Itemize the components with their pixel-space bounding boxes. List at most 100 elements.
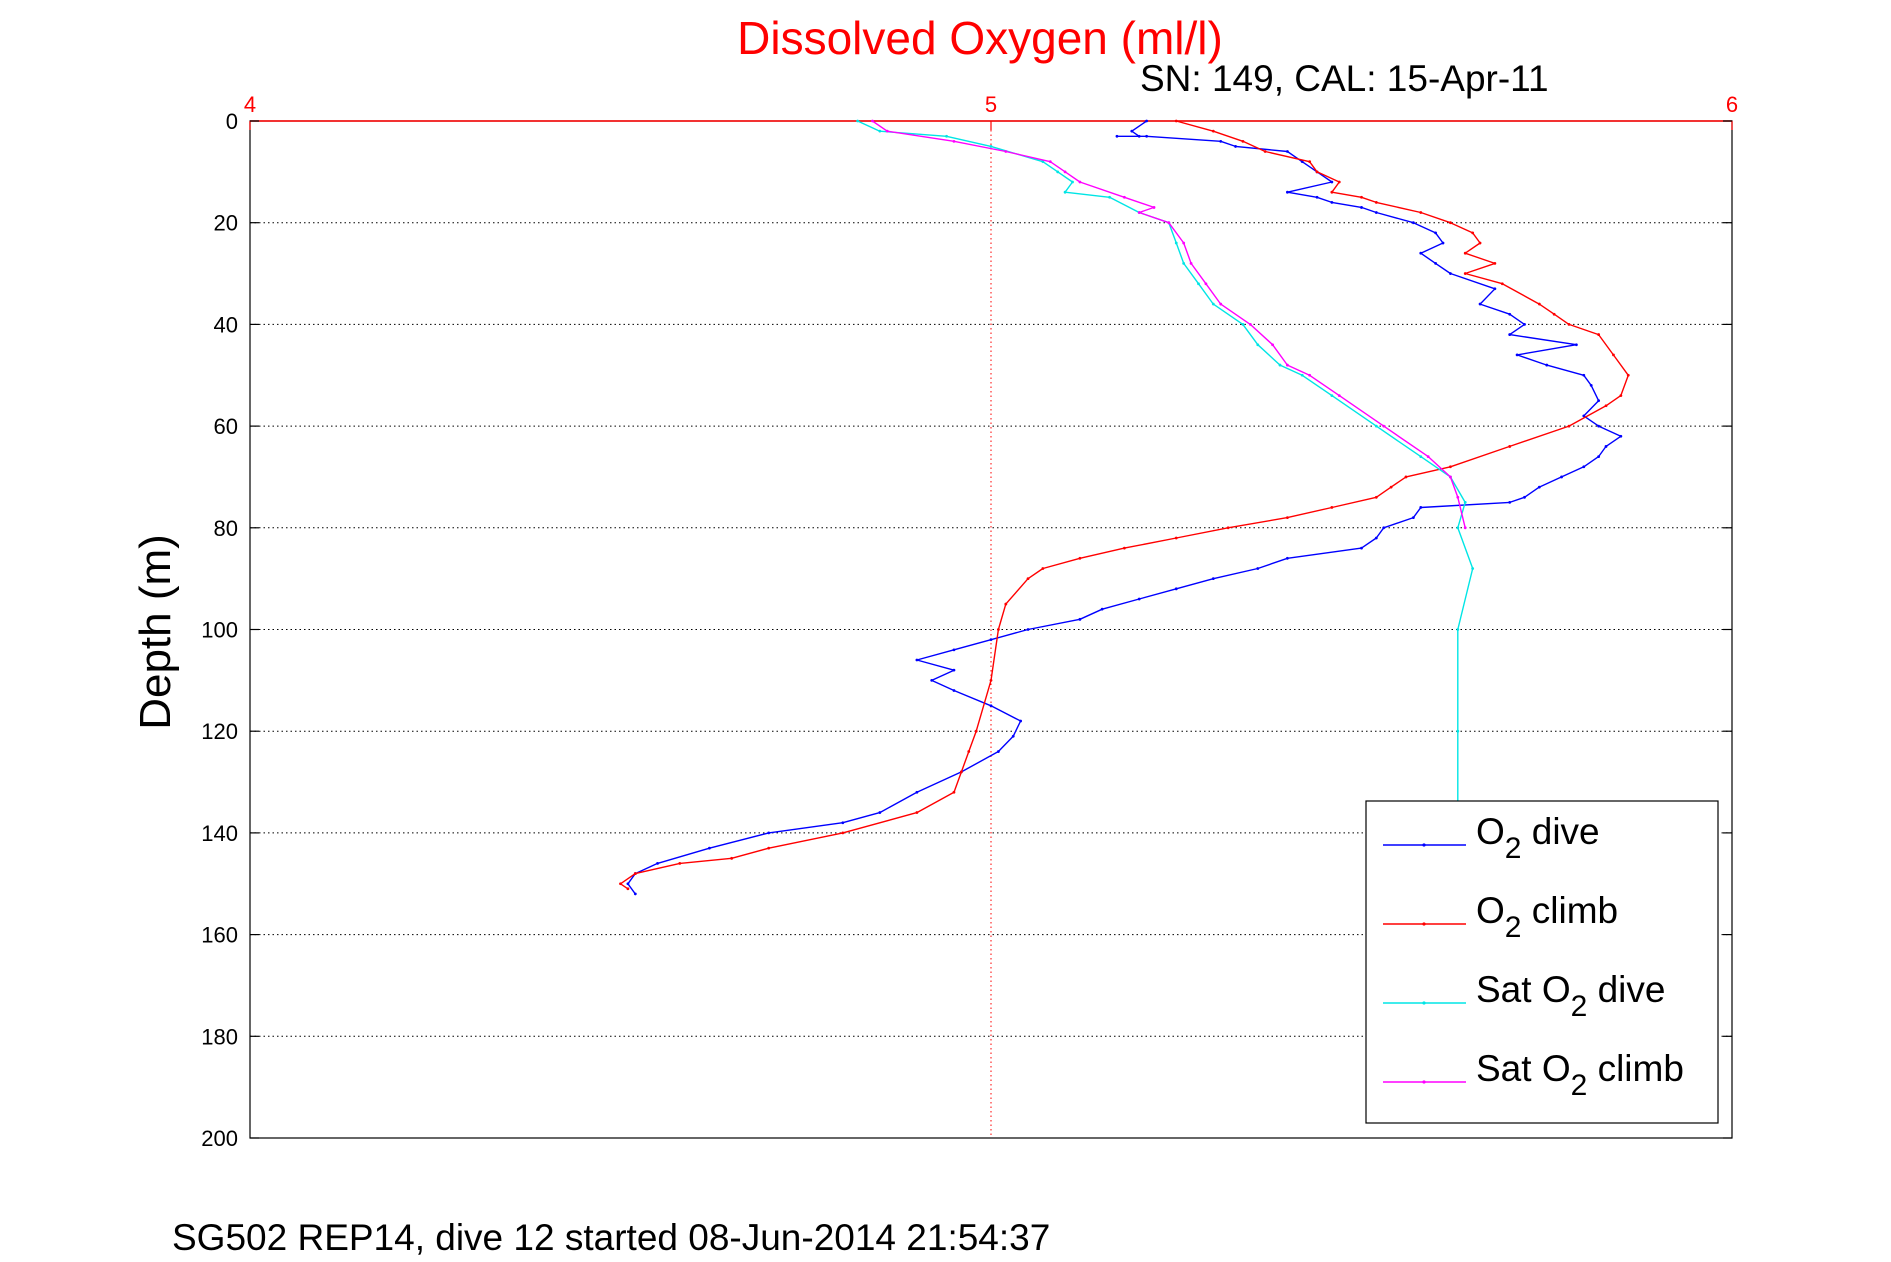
data-point	[1226, 526, 1230, 530]
data-point	[1056, 170, 1060, 174]
data-point	[989, 678, 993, 682]
data-point	[930, 678, 934, 682]
legend-label: O2 climb	[1476, 890, 1618, 944]
data-point	[1589, 384, 1593, 387]
data-point	[1182, 261, 1186, 265]
data-point	[945, 134, 948, 138]
x-tick-label: 5	[985, 92, 997, 117]
data-point	[1582, 414, 1586, 418]
y-tick-label: 100	[201, 618, 238, 643]
data-point	[1174, 119, 1178, 123]
data-point	[1560, 475, 1563, 479]
data-point	[656, 862, 659, 865]
data-point	[1604, 404, 1608, 408]
data-point	[1286, 516, 1289, 520]
data-point	[1515, 353, 1519, 357]
data-point	[1411, 221, 1415, 225]
data-point	[1552, 312, 1556, 316]
data-point	[1493, 261, 1497, 265]
data-point	[1463, 500, 1467, 504]
data-point	[1456, 526, 1460, 530]
y-tick-label: 0	[226, 109, 238, 134]
data-point	[1300, 373, 1304, 377]
data-point	[626, 882, 630, 886]
data-point	[952, 648, 956, 652]
series-points-sat-o2-climb	[871, 119, 1467, 530]
series-points-o2-dive	[626, 119, 1623, 896]
data-point	[1286, 150, 1289, 153]
data-point	[1545, 363, 1549, 367]
data-point	[1597, 424, 1601, 428]
data-point	[997, 628, 1000, 631]
data-point	[1219, 139, 1223, 143]
data-point	[1137, 134, 1141, 138]
data-point	[678, 862, 682, 865]
data-point	[1137, 211, 1141, 214]
data-point	[856, 119, 860, 123]
data-point	[1404, 475, 1408, 479]
data-point	[1137, 597, 1141, 601]
data-point	[1449, 221, 1452, 225]
legend-label: O2 dive	[1476, 811, 1600, 865]
data-point	[633, 872, 637, 875]
data-point	[1286, 363, 1289, 367]
data-point	[1004, 150, 1008, 153]
data-point	[1463, 526, 1467, 530]
data-point	[1626, 373, 1630, 377]
data-point	[1456, 729, 1460, 733]
data-point	[1374, 495, 1378, 499]
data-point	[952, 668, 956, 672]
data-point	[1374, 200, 1378, 204]
data-point	[1174, 587, 1178, 591]
data-point	[633, 892, 637, 896]
data-point	[1174, 536, 1178, 540]
data-point	[1078, 556, 1082, 560]
data-point	[1374, 211, 1378, 214]
data-point	[952, 790, 956, 794]
data-point	[1604, 445, 1608, 448]
legend-swatch-marker	[1422, 843, 1426, 847]
data-point	[1011, 734, 1015, 738]
data-point	[1500, 282, 1504, 286]
data-point	[841, 821, 845, 825]
data-point	[878, 129, 882, 133]
data-point	[1211, 129, 1215, 133]
data-point	[1211, 577, 1215, 581]
legend-swatch-marker	[1422, 922, 1426, 926]
data-point	[1360, 206, 1363, 209]
data-point	[1130, 129, 1134, 133]
data-point	[1426, 455, 1430, 459]
data-point	[1256, 343, 1260, 347]
legend-swatch-marker	[1422, 1001, 1426, 1005]
figure-footer: SG502 REP14, dive 12 started 08-Jun-2014…	[172, 1217, 1050, 1258]
data-point	[1122, 546, 1126, 550]
data-point	[871, 119, 874, 123]
data-point	[974, 729, 978, 733]
data-point	[1256, 567, 1260, 570]
data-point	[1597, 333, 1601, 336]
data-point	[1374, 536, 1378, 540]
y-tick-label: 160	[201, 923, 238, 948]
data-point	[1278, 363, 1282, 367]
y-tick-label: 120	[201, 719, 238, 744]
data-point	[915, 811, 919, 814]
data-point	[1508, 445, 1512, 448]
data-point	[1374, 424, 1378, 428]
data-point	[1411, 516, 1415, 520]
data-point	[1523, 495, 1526, 499]
series-points-o2-climb	[619, 119, 1630, 891]
series-line-sat-o2-dive	[857, 120, 1474, 808]
data-point	[1471, 567, 1475, 570]
data-point	[915, 790, 919, 794]
data-point	[952, 139, 956, 143]
data-point	[989, 145, 993, 148]
data-point	[1115, 134, 1119, 138]
data-point	[1048, 160, 1052, 164]
data-point	[1537, 302, 1541, 306]
data-point	[1449, 465, 1452, 469]
data-point	[1337, 394, 1341, 397]
legend-label: Sat O2 climb	[1476, 1048, 1684, 1102]
data-point	[1419, 251, 1423, 255]
data-point	[989, 704, 993, 708]
data-point	[1337, 180, 1341, 184]
